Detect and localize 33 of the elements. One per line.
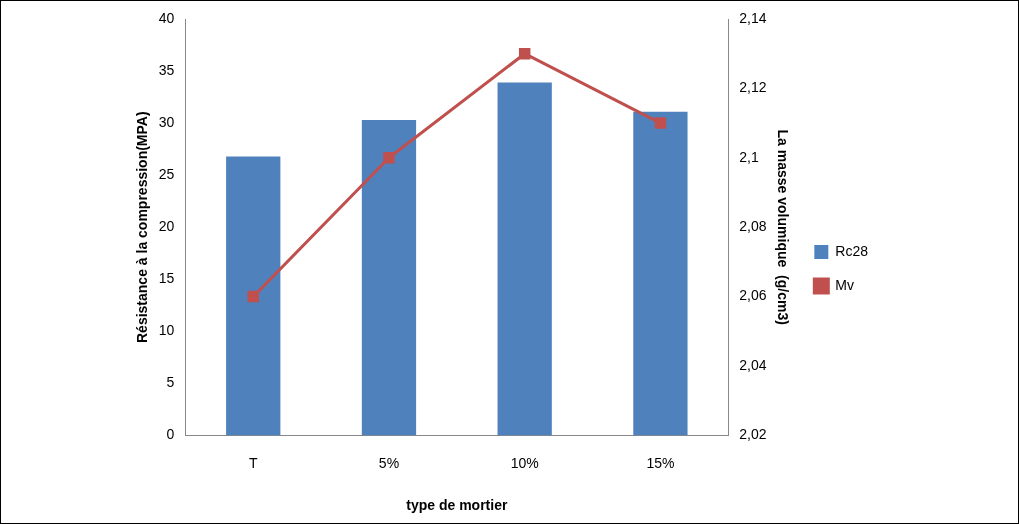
y-axis-title: Résistance à la compression(MPA)	[134, 111, 151, 343]
y-tick-label: 35	[158, 61, 175, 78]
y2-tick-label: 2,08	[739, 218, 767, 235]
legend-label: Mv	[835, 276, 854, 293]
y2-tick-label: 2,02	[739, 426, 767, 443]
bar	[633, 111, 688, 436]
y-tick-label: 25	[158, 166, 175, 183]
legend-label: Rc28	[835, 242, 869, 259]
x-tick-label: T	[248, 454, 258, 471]
point	[247, 290, 259, 303]
y2-tick-label: 2,04	[739, 356, 767, 373]
bar	[226, 156, 281, 436]
y2-tick-label: 2,12	[739, 79, 767, 96]
y-tick-label: 20	[158, 218, 175, 235]
y-tick-label: 5	[166, 374, 175, 391]
y-tick-label: 10	[158, 322, 175, 339]
x-tick-label: 10%	[510, 454, 539, 471]
y2-tick-label: 2,06	[739, 287, 767, 304]
y-tick-label: 15	[158, 270, 175, 287]
bar	[497, 82, 552, 436]
y-tick-label: 30	[158, 113, 175, 130]
bar	[361, 119, 417, 436]
y2-axis-title: La masse volumique (g/cm3)	[775, 129, 792, 325]
x-axis-title: type de mortier	[406, 497, 508, 514]
point	[518, 47, 531, 60]
point	[383, 152, 395, 164]
y-tick-label: 0	[166, 426, 175, 443]
x-tick-label: 5%	[378, 454, 400, 471]
y-tick-label: 40	[158, 9, 175, 26]
x-tick-label: 15%	[646, 454, 675, 471]
y2-tick-label: 2,14	[739, 9, 767, 26]
point	[654, 117, 667, 129]
y2-tick-label: 2,1	[739, 148, 759, 165]
